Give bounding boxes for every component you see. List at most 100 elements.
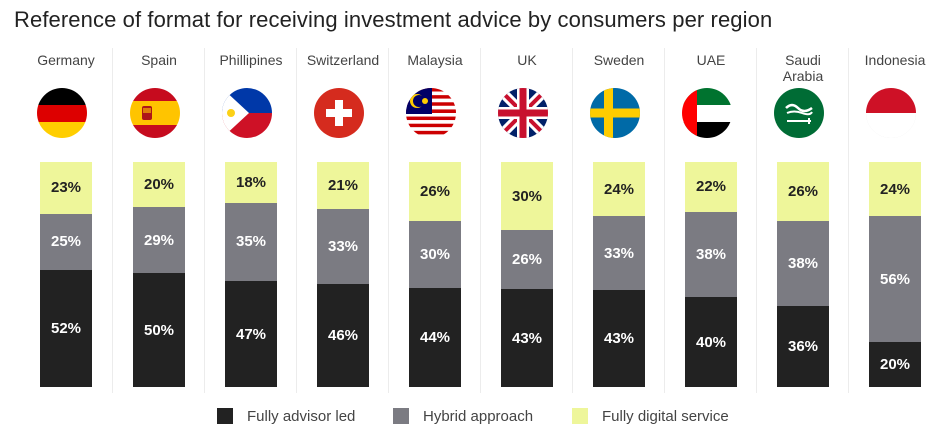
stacked-bar: 44% 30% 26% [409,162,461,387]
chart-column: Spain 50% 29% 20% [112,48,205,393]
x-tick-label: UAE [696,52,726,68]
legend-label: Hybrid approach [423,407,534,425]
data-label: 36% [787,338,819,355]
data-label: 21% [327,177,359,195]
bar-segment-advisor: 47% [225,281,277,387]
saudi-arabia-flag [774,88,824,138]
data-label: 33% [603,244,635,262]
data-label: 38% [787,254,819,272]
bar-segment-digital: 26% [409,162,461,221]
data-label: 25% [50,233,82,251]
switzerland-flag [314,88,364,138]
stacked-bar: 50% 29% 20% [133,162,185,387]
bar-segment-advisor: 46% [317,283,369,387]
legend-swatch [393,408,409,424]
legend-item-digital: Fully digital service [572,404,729,428]
bar-segment-digital: 24% [869,162,921,216]
data-label: 26% [511,251,543,269]
data-label: 43% [603,330,635,348]
stacked-bar: 47% 35% 18% [225,162,277,387]
bar-segment-digital: 24% [593,162,645,216]
legend-swatch [217,408,233,424]
x-tick-label: Spain [141,52,177,68]
data-label: 47% [235,325,267,343]
data-label: 33% [327,237,359,255]
bar-segment-hybrid: 38% [685,211,737,297]
legend-item-hybrid: Hybrid approach [393,404,533,428]
data-label: 26% [787,182,819,200]
chart-column: Saudi Arabia 36% 38% 26% [756,48,849,393]
x-tick-label: Switzerland [306,52,380,68]
data-label: 56% [879,270,911,288]
data-label: 22% [695,178,727,196]
bar-segment-advisor: 43% [593,290,645,387]
data-label: 35% [235,233,267,251]
bar-segment-hybrid: 56% [869,216,921,342]
data-label: 24% [879,180,911,198]
legend-label: Fully digital service [602,407,729,425]
bar-segment-hybrid: 35% [225,202,277,282]
philippines-flag [222,88,272,138]
bar-segment-digital: 26% [777,162,829,221]
x-tick-label: Phillipines [219,52,283,68]
uk-flag [498,88,548,138]
data-label: 40% [695,333,727,351]
data-label: 20% [143,176,175,194]
chart-column: UAE 40% 38% 22% [664,48,757,393]
legend-label: Fully advisor led [247,407,356,425]
stacked-bar: 40% 38% 22% [685,162,737,387]
bar-segment-digital: 30% [501,162,553,231]
bar-segment-hybrid: 30% [409,220,461,288]
chart-legend: Fully advisor led Hybrid approach Fully di… [0,404,940,428]
chart-column: UK 43% 26% 30% [480,48,573,393]
chart-column: Germany 52% 25% 23% [20,48,112,393]
data-label: 46% [327,326,359,344]
data-label: 26% [419,182,451,200]
bar-segment-digital: 23% [40,162,92,214]
stacked-bar: 43% 33% 24% [593,162,645,387]
x-tick-label: Indonesia [864,52,926,68]
bar-segment-advisor: 20% [869,342,921,387]
data-label: 20% [879,356,911,373]
indonesia-flag [866,88,916,138]
bar-segment-digital: 21% [317,162,369,210]
x-tick-label: Germany [37,52,95,68]
chart-plot-area: Germany 52% 25% 23% Spain 50% 29% 20% Phillipine… [20,48,940,393]
bar-segment-hybrid: 26% [501,230,553,290]
legend-item-advisor: Fully advisor led [217,404,355,428]
stacked-bar: 46% 33% 21% [317,162,369,387]
bar-segment-hybrid: 33% [317,209,369,284]
chart-title: Reference of format for receiving invest… [14,7,773,32]
data-label: 44% [419,329,451,346]
x-tick-label: Saudi Arabia [782,52,824,84]
data-label: 24% [603,180,635,198]
stacked-bar: 36% 38% 26% [777,162,829,387]
chart-column: Switzerland 46% 33% 21% [296,48,389,393]
bar-segment-digital: 18% [225,162,277,203]
bar-segment-hybrid: 38% [777,220,829,306]
x-tick-label: Sweden [593,52,645,68]
malaysia-flag [406,88,456,138]
data-label: 29% [143,231,175,249]
bar-segment-advisor: 50% [133,273,185,387]
stacked-bar: 52% 25% 23% [40,162,92,387]
data-label: 30% [419,245,451,263]
chart-column: Phillipines 47% 35% 18% [204,48,297,393]
bar-segment-advisor: 40% [685,297,737,387]
legend-swatch [572,408,588,424]
data-label: 38% [695,245,727,263]
data-label: 23% [50,179,82,197]
data-label: 18% [235,173,267,191]
bar-segment-hybrid: 25% [40,213,92,270]
chart-column: Sweden 43% 33% 24% [572,48,665,393]
bar-segment-hybrid: 29% [133,207,185,274]
bar-segment-digital: 22% [685,162,737,212]
bar-segment-advisor: 43% [501,289,553,387]
chart-column: Indonesia 20% 56% 24% [848,48,940,393]
spain-flag [130,88,180,138]
data-label: 30% [511,187,543,205]
x-tick-label: Malaysia [407,52,463,68]
germany-flag [37,88,87,138]
bar-segment-hybrid: 33% [593,216,645,291]
bar-segment-digital: 20% [133,162,185,208]
